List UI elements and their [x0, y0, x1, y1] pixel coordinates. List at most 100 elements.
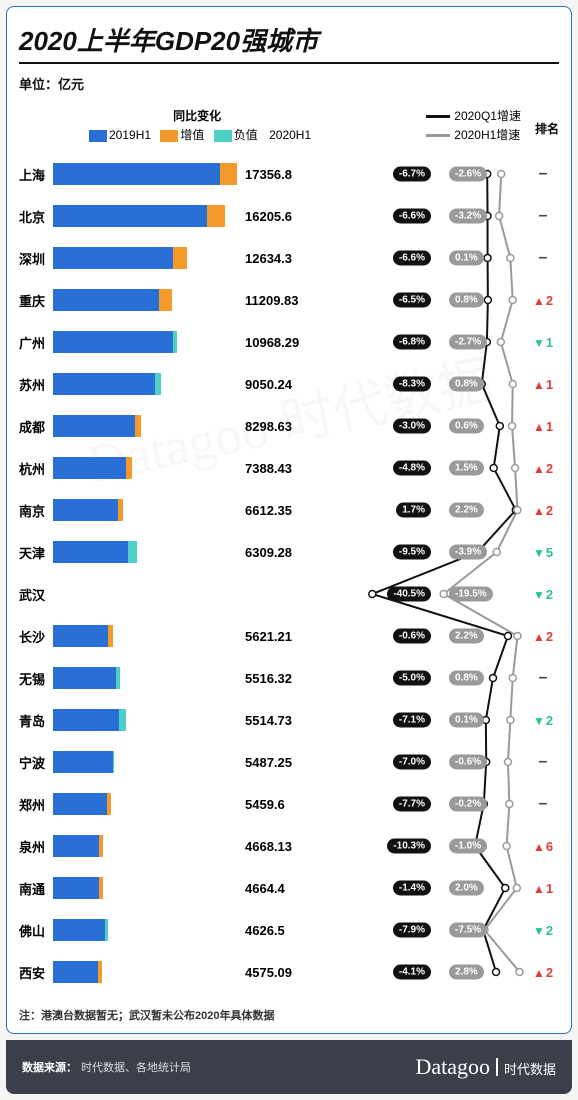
city-label: 北京: [19, 207, 53, 226]
q1-pill: -6.7%: [393, 167, 431, 182]
city-label: 深圳: [19, 249, 53, 268]
legend-q1: 2020Q1增速: [454, 109, 521, 123]
city-label: 广州: [19, 333, 53, 352]
h1-pill: 2.2%: [449, 503, 484, 518]
rows-container: 上海17356.8-6.7%-2.6%–北京16205.6-6.6%-3.2%–…: [19, 153, 559, 993]
q1-pill: -3.0%: [393, 419, 431, 434]
bar-value: 5459.6: [245, 797, 285, 812]
swline-q1: [426, 115, 450, 118]
data-row: 广州10968.29-6.8%-2.7%▼1: [19, 321, 559, 363]
bar-delta: [119, 709, 126, 731]
bar-base: [53, 919, 105, 941]
rank-cell: ▼1: [527, 335, 559, 350]
rank-cell: ▲2: [527, 293, 559, 308]
rank-cell: –: [527, 165, 559, 183]
h1-pill: -19.5%: [449, 587, 493, 602]
h1-pill: 2.0%: [449, 881, 484, 896]
source-label: 数据来源：: [22, 1059, 77, 1075]
rank-cell: –: [527, 249, 559, 267]
data-row: 武汉-40.5%-19.5%▼2: [19, 573, 559, 615]
q1-pill: -6.6%: [393, 209, 431, 224]
h1-pill: 0.8%: [449, 671, 484, 686]
growth-cell: -7.1%0.1%: [357, 699, 527, 741]
bar-base: [53, 793, 107, 815]
legend-rank: 排名: [535, 120, 559, 137]
h1-pill: 0.8%: [449, 293, 484, 308]
city-label: 泉州: [19, 837, 53, 856]
city-label: 宁波: [19, 753, 53, 772]
data-row: 泉州 4668.13 -10.3%-1.0%▲6: [19, 825, 559, 867]
growth-cell: -5.0%0.8%: [357, 657, 527, 699]
growth-cell: -9.5%-3.9%: [357, 531, 527, 573]
rank-cell: ▲2: [527, 629, 559, 644]
brand: Datagoo 时代数据: [415, 1054, 556, 1080]
brand-cn: 时代数据: [504, 1059, 556, 1078]
bar-value: 5621.21: [245, 629, 292, 644]
rank-cell: –: [527, 753, 559, 771]
city-label: 上海: [19, 165, 53, 184]
legend-neg: 负值: [234, 128, 258, 142]
rank-cell: ▲2: [527, 503, 559, 518]
growth-cell: -10.3%-1.0%: [357, 825, 527, 867]
q1-pill: -7.7%: [393, 797, 431, 812]
bar-value: 4626.5: [245, 923, 285, 938]
bar-base: [53, 331, 173, 353]
bar: [53, 373, 239, 395]
data-row: 成都8298.63-3.0%0.6%▲1: [19, 405, 559, 447]
bar-value: 16205.6: [245, 209, 292, 224]
brand-divider: [496, 1058, 498, 1076]
rank-cell: ▲1: [527, 881, 559, 896]
bar-value: 12634.3: [245, 251, 292, 266]
bar: [53, 331, 239, 353]
chart-card: Datagoo 时代数据 2020上半年GDP20强城市 单位：亿元 同比变化 …: [6, 6, 572, 1034]
growth-cell: -6.5%0.8%: [357, 279, 527, 321]
growth-cell: -6.7%-2.6%: [357, 153, 527, 195]
bar-delta: [98, 961, 102, 983]
bar: [53, 625, 239, 647]
h1-pill: 2.8%: [449, 965, 484, 980]
legend: 同比变化 2019H1 增值 负值 2020H1 2020Q1增速 2020H1…: [19, 107, 559, 143]
rank-cell: ▲1: [527, 377, 559, 392]
bar-value: 11209.83: [245, 293, 299, 308]
footer: 数据来源： 时代数据、各地统计局 Datagoo 时代数据: [6, 1040, 572, 1094]
data-row: 天津6309.28-9.5%-3.9%▼5: [19, 531, 559, 573]
growth-cell: -6.8%-2.7%: [357, 321, 527, 363]
rank-cell: –: [527, 795, 559, 813]
q1-pill: -8.3%: [393, 377, 431, 392]
bar-value: 9050.24: [245, 377, 292, 392]
legend-h1: 2020H1增速: [454, 128, 520, 142]
h1-pill: 0.1%: [449, 251, 484, 266]
data-row: 北京16205.6-6.6%-3.2%–: [19, 195, 559, 237]
city-label: 郑州: [19, 795, 53, 814]
growth-cell: -3.0% 0.6%: [357, 405, 527, 447]
bar-delta: [128, 541, 136, 563]
growth-cell: -6.6%0.1%: [357, 237, 527, 279]
growth-cell: -7.9%-7.5%: [357, 909, 527, 951]
bar-delta: [116, 667, 120, 689]
brand-en: Datagoo: [415, 1054, 490, 1080]
bar-base: [53, 163, 220, 185]
bar-base: [53, 247, 173, 269]
h1-pill: 0.6%: [449, 419, 484, 434]
growth-cell: -7.0%-0.6%: [357, 741, 527, 783]
rank-cell: –: [527, 669, 559, 687]
data-row: 重庆 11209.83 -6.5%0.8%▲2: [19, 279, 559, 321]
bar-value: 6309.28: [245, 545, 292, 560]
growth-cell: -0.6%2.2%: [357, 615, 527, 657]
growth-cell: 1.7% 2.2%: [357, 489, 527, 531]
rank-cell: ▲6: [527, 839, 559, 854]
bar-base: [53, 205, 207, 227]
legend-pos: 增值: [180, 128, 204, 142]
growth-cell: -4.1%2.8%: [357, 951, 527, 993]
bar-delta: [155, 373, 161, 395]
city-label: 重庆: [19, 291, 53, 310]
city-label: 杭州: [19, 459, 53, 478]
bar-delta: [207, 205, 225, 227]
growth-cell: -8.3%0.8%: [357, 363, 527, 405]
city-label: 青岛: [19, 711, 53, 730]
bar-delta: [173, 247, 187, 269]
title-rule: [19, 62, 559, 64]
q1-pill: 1.7%: [396, 503, 431, 518]
bar-value: 4668.13: [245, 839, 292, 854]
bar-base: [53, 457, 126, 479]
